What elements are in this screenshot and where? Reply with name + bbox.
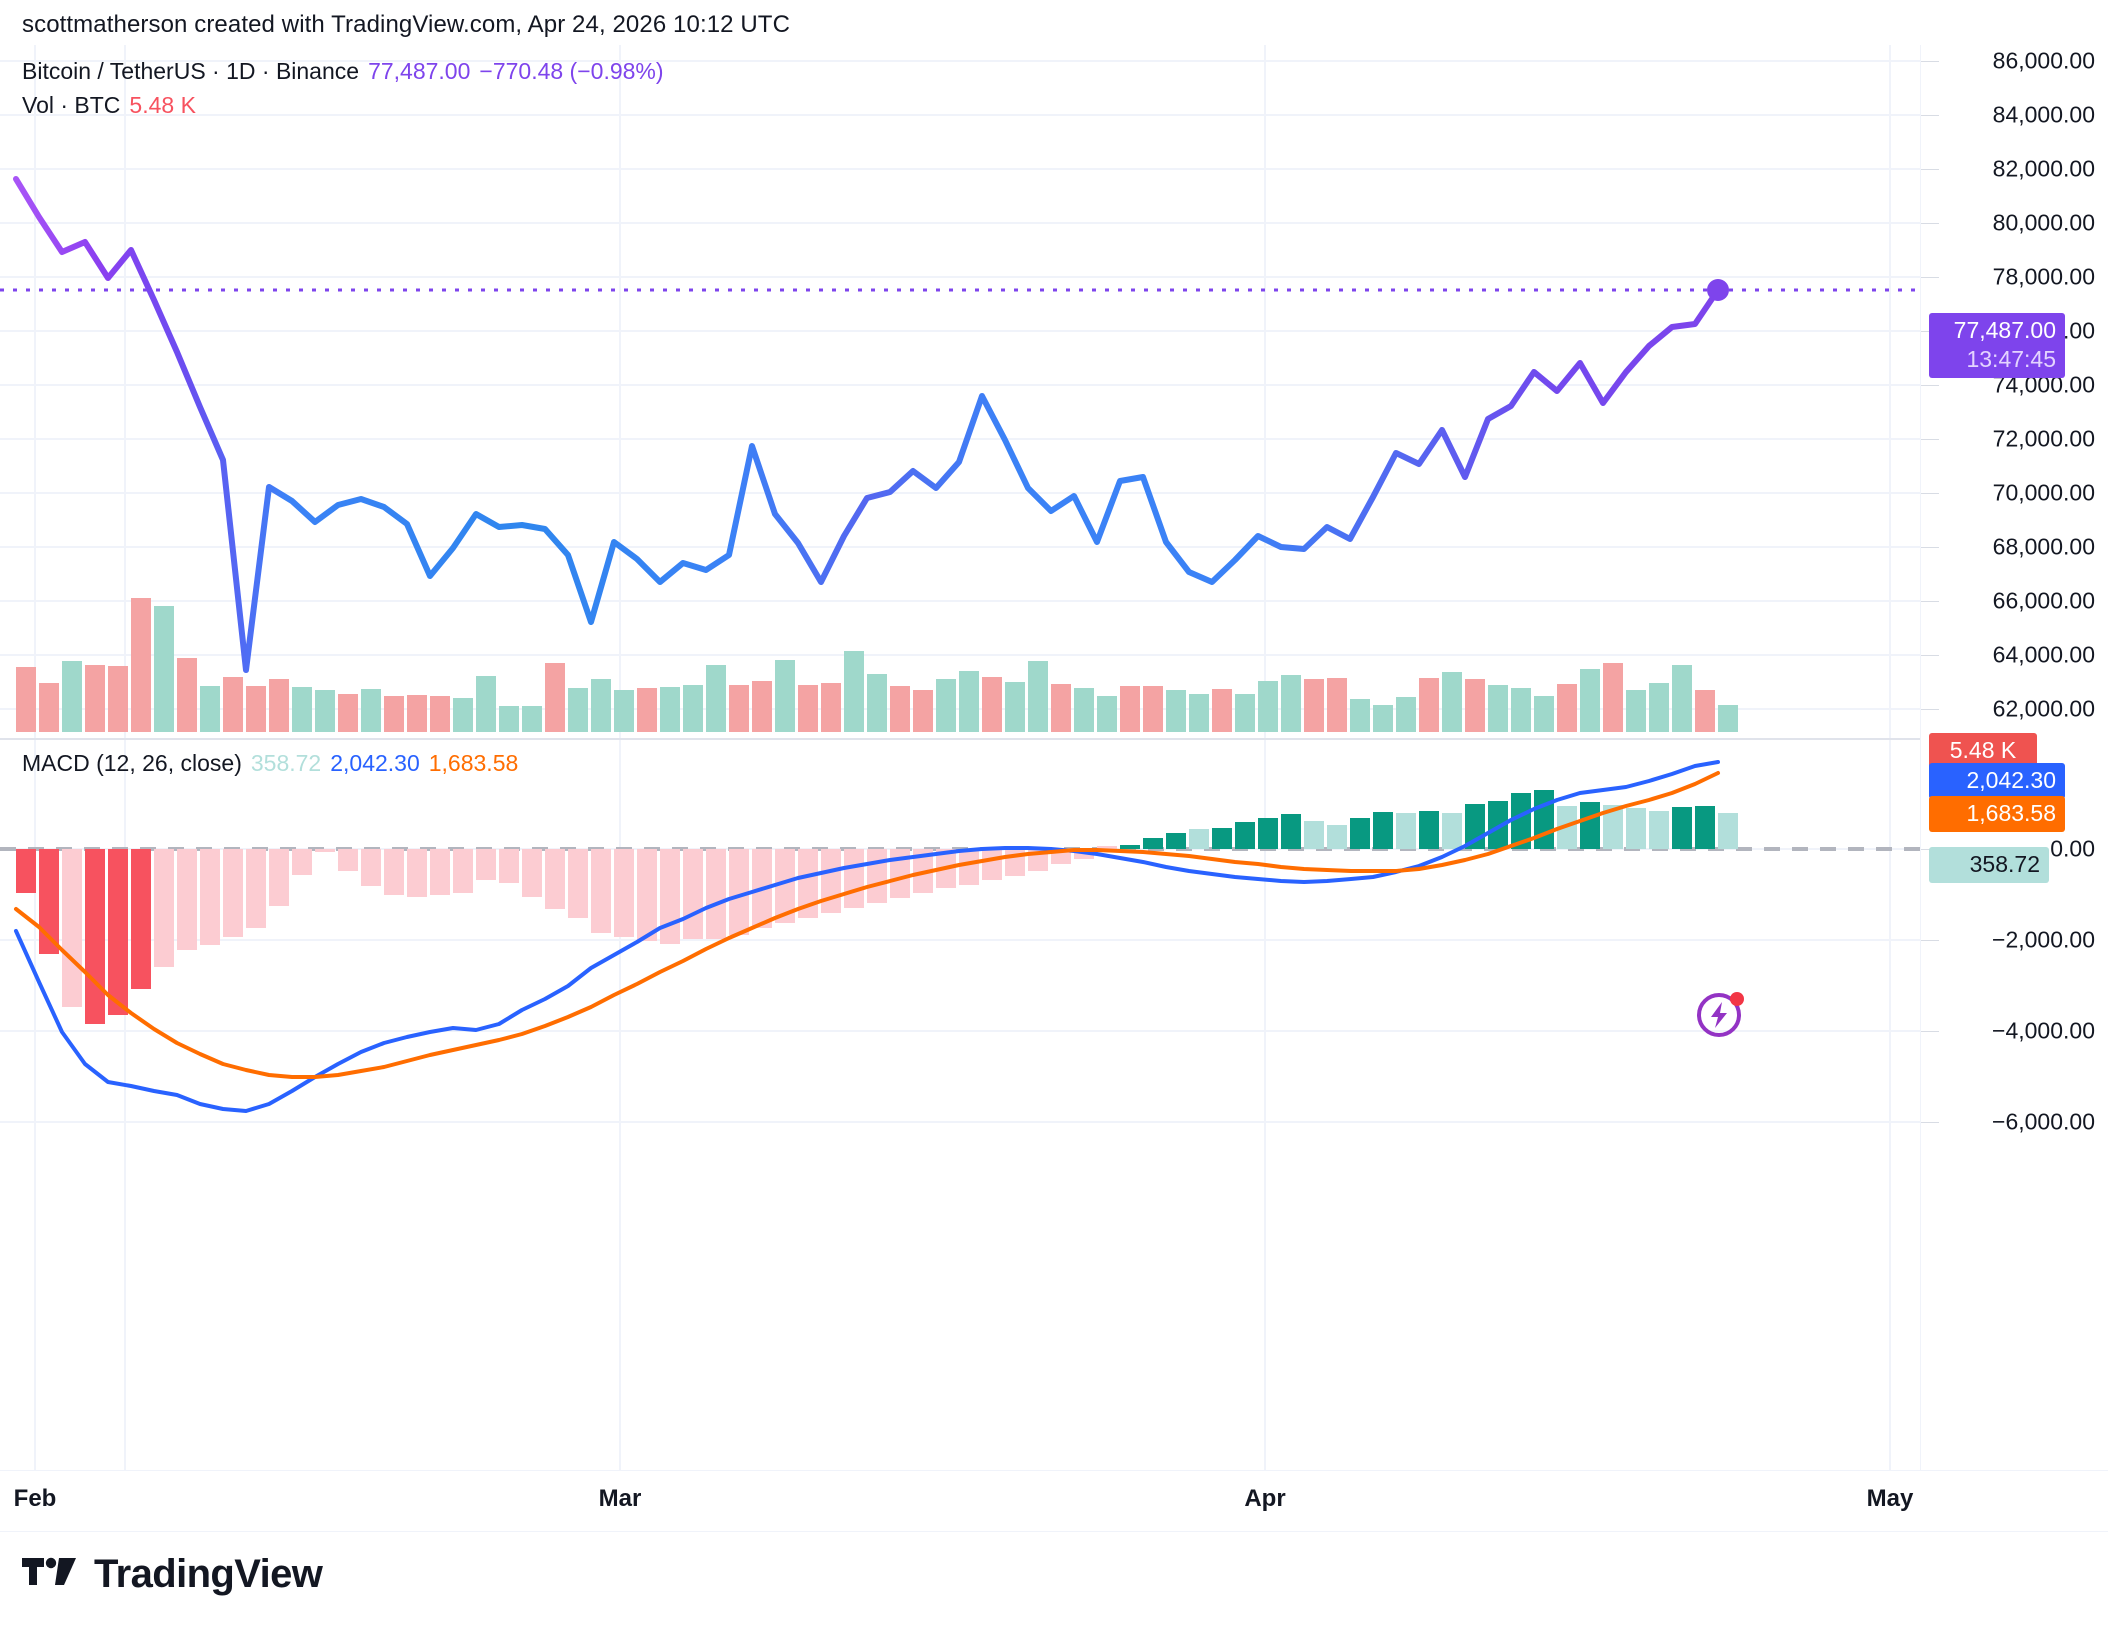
macd-axis-label: −2,000.00 bbox=[1992, 926, 2095, 953]
credit-line: scottmatherson created with TradingView.… bbox=[22, 11, 790, 38]
axis-tick bbox=[1921, 439, 1939, 440]
price-axis-label: 66,000.00 bbox=[1992, 587, 2095, 614]
time-axis-label: Mar bbox=[598, 1485, 642, 1512]
axis-tick bbox=[1921, 223, 1939, 224]
axis-tick bbox=[1921, 709, 1939, 710]
legend-macd[interactable]: MACD (12, 26, close) 358.72 2,042.30 1,683.… bbox=[22, 747, 518, 780]
price-axis-label: 82,000.00 bbox=[1992, 155, 2095, 182]
plot-area[interactable]: Bitcoin / TetherUS · 1D · Binance 77,487.… bbox=[0, 45, 1920, 1470]
macd-line-series bbox=[14, 760, 1720, 1113]
last-price-badge-value: 77,487.00 bbox=[1953, 317, 2056, 343]
axis-tick bbox=[1921, 601, 1939, 602]
macd-lines bbox=[14, 760, 1720, 1113]
legend-last-price: 77,487.00 bbox=[368, 58, 471, 84]
time-axis-label: Feb bbox=[13, 1485, 57, 1512]
price-axis-label: 78,000.00 bbox=[1992, 263, 2095, 290]
price-axis-label: 70,000.00 bbox=[1992, 479, 2095, 506]
price-axis-label: 80,000.00 bbox=[1992, 209, 2095, 236]
legend-change: −770.48 (−0.98%) bbox=[479, 58, 664, 84]
price-axis-label: 84,000.00 bbox=[1992, 101, 2095, 128]
axis-tick bbox=[1921, 655, 1939, 656]
volume-bars bbox=[16, 598, 1738, 732]
macd-histogram-badge[interactable]: 358.72 bbox=[1929, 847, 2049, 883]
axis-tick bbox=[1921, 1122, 1939, 1123]
price-axis-label: 74,000.00 bbox=[1992, 371, 2095, 398]
legend-macd-signal: 1,683.58 bbox=[428, 750, 519, 776]
legend-main[interactable]: Bitcoin / TetherUS · 1D · Binance 77,487.… bbox=[22, 55, 664, 88]
price-axis-label: 62,000.00 bbox=[1992, 695, 2095, 722]
price-axis-label: 86,000.00 bbox=[1992, 47, 2095, 74]
axis-tick bbox=[1921, 940, 1939, 941]
price-line bbox=[0, 176, 1920, 673]
time-axis-label: Apr bbox=[1244, 1485, 1286, 1512]
tradingview-logo[interactable]: TradingView bbox=[22, 1552, 323, 1596]
countdown-badge-value: 13:47:45 bbox=[1966, 346, 2056, 372]
price-axis-label: 64,000.00 bbox=[1992, 641, 2095, 668]
time-axis-label: May bbox=[1866, 1485, 1914, 1512]
lightning-alert-icon[interactable] bbox=[1695, 987, 1747, 1039]
legend-volume-value: 5.48 K bbox=[129, 92, 196, 118]
axis-tick bbox=[1921, 277, 1939, 278]
legend-symbol: Bitcoin / TetherUS · 1D · Binance bbox=[22, 58, 360, 84]
legend-volume-title: Vol · BTC bbox=[22, 92, 121, 118]
price-axis-label: 72,000.00 bbox=[1992, 425, 2095, 452]
price-axis-label: 68,000.00 bbox=[1992, 533, 2095, 560]
legend-macd-line: 2,042.30 bbox=[330, 750, 420, 776]
axis-tick bbox=[1921, 385, 1939, 386]
axis-tick bbox=[1921, 169, 1939, 170]
macd-axis-label: −6,000.00 bbox=[1992, 1108, 2095, 1135]
macd-signal-series bbox=[14, 771, 1720, 1079]
macd-signal-badge[interactable]: 1,683.58 bbox=[1929, 796, 2065, 832]
tradingview-logo-icon bbox=[22, 1557, 76, 1585]
last-price-badge[interactable]: 77,487.00 13:47:45 bbox=[1929, 313, 2065, 378]
axis-tick bbox=[1921, 493, 1939, 494]
legend-macd-title: MACD (12, 26, close) bbox=[22, 750, 242, 776]
chart-frame: Bitcoin / TetherUS · 1D · Binance 77,487.… bbox=[0, 45, 2108, 1470]
axis-tick bbox=[1921, 115, 1939, 116]
axis-tick bbox=[1921, 61, 1939, 62]
axis-tick bbox=[1921, 1031, 1939, 1032]
axis-tick bbox=[1921, 547, 1939, 548]
legend-macd-hist: 358.72 bbox=[250, 750, 322, 776]
macd-axis-label: −4,000.00 bbox=[1992, 1017, 2095, 1044]
macd-axis-label: 0.00 bbox=[2050, 835, 2095, 862]
legend-volume[interactable]: Vol · BTC 5.48 K bbox=[22, 89, 196, 122]
tradingview-logo-text: TradingView bbox=[94, 1552, 323, 1596]
time-axis[interactable]: Feb Mar Apr May bbox=[0, 1470, 2108, 1532]
price-axis[interactable]: 86,000.00 84,000.00 82,000.00 80,000.00 … bbox=[1920, 45, 2108, 1470]
last-price-dot bbox=[1707, 279, 1729, 301]
macd-line-badge[interactable]: 2,042.30 bbox=[1929, 763, 2065, 799]
